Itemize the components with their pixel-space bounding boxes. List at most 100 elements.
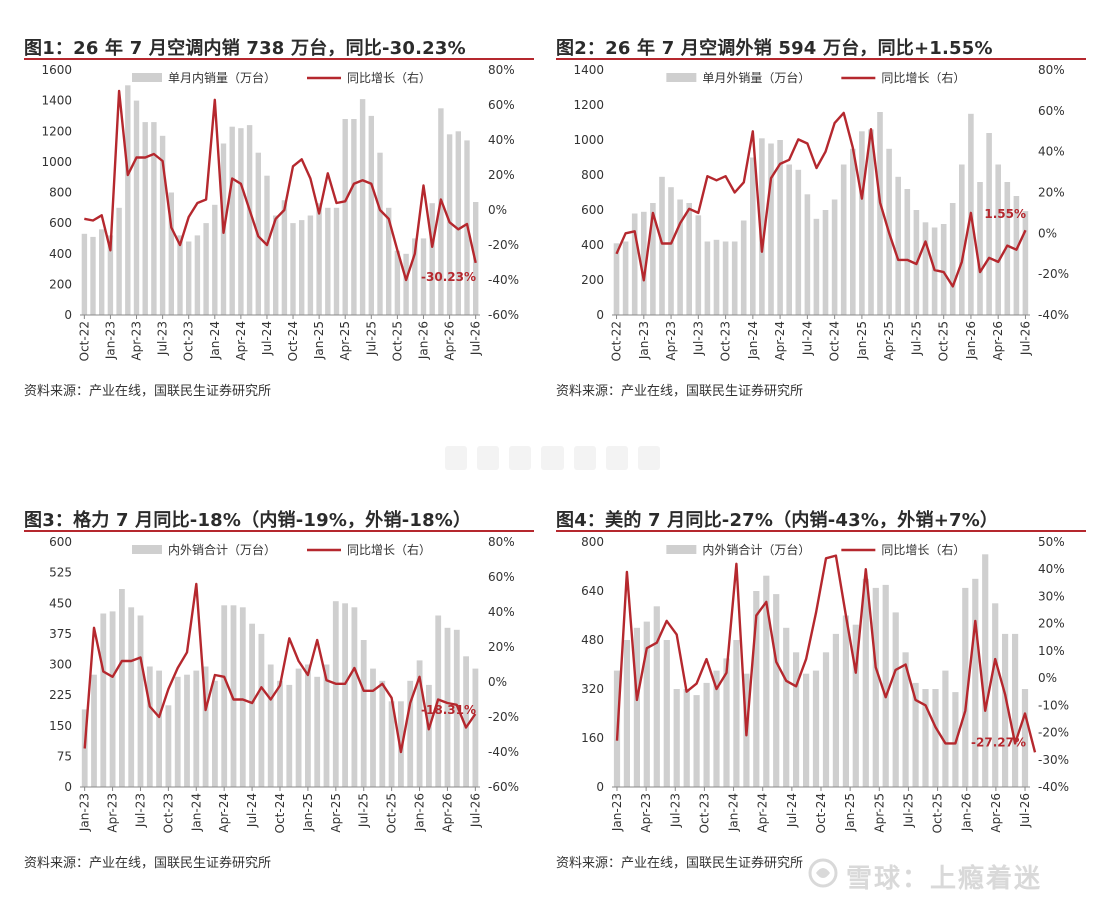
bar xyxy=(342,119,348,315)
bar xyxy=(668,187,674,315)
bar xyxy=(212,680,218,787)
y-left-tick-label: 150 xyxy=(49,719,72,733)
bar xyxy=(133,100,140,315)
y-right-tick-label: 0% xyxy=(1038,671,1057,685)
x-tick-label: Oct-24 xyxy=(286,321,300,361)
x-tick-label: Apr-23 xyxy=(130,321,144,361)
bar xyxy=(273,215,279,315)
y-right-tick-label: 80% xyxy=(488,63,515,77)
bar xyxy=(932,689,939,787)
growth-line xyxy=(615,111,1027,288)
bar xyxy=(156,670,162,787)
legend-bar-swatch xyxy=(132,545,162,554)
bar xyxy=(822,210,829,315)
y-left-tick-label: 0 xyxy=(596,308,604,322)
bar xyxy=(713,670,720,787)
bar xyxy=(90,236,96,315)
x-tick-label: Oct-24 xyxy=(814,793,828,833)
y-right-tick-label: 30% xyxy=(1038,589,1065,603)
y-left-tick-label: 1400 xyxy=(573,63,604,77)
x-tick-label: Oct-24 xyxy=(828,321,842,361)
legend-line-label: 同比增长（右） xyxy=(347,70,431,85)
legend-line-label: 同比增长（右） xyxy=(881,70,965,85)
bar xyxy=(370,668,376,787)
bar xyxy=(922,222,929,316)
bar xyxy=(325,207,331,315)
y-left-tick-label: 800 xyxy=(49,186,72,200)
bar xyxy=(663,640,670,787)
bar xyxy=(368,115,374,316)
x-tick-label: Jul-26 xyxy=(1018,793,1032,828)
bar xyxy=(641,211,647,316)
bar xyxy=(904,189,911,315)
bar xyxy=(972,578,979,788)
y-right-tick-label: 20% xyxy=(1038,186,1065,200)
y-left-tick-label: 525 xyxy=(49,566,72,580)
bar xyxy=(277,680,283,787)
legend-bar-label: 内外销合计（万台） xyxy=(702,542,810,557)
x-tick-label: Jul-24 xyxy=(785,793,799,828)
bar xyxy=(168,192,174,315)
annotation-label: -30.23% xyxy=(421,270,476,284)
source-note: 资料来源：产业在线，国联民生证券研究所 xyxy=(556,856,804,871)
bar xyxy=(1013,196,1020,315)
bar xyxy=(316,203,322,315)
chart-svg-3: 0 75 150 225 300 375 450 525 600 -60% -40% -20% 0% 20… xyxy=(49,535,519,833)
growth-line xyxy=(83,582,477,754)
chart-svg-4: 0 160 320 480 640 800 -40% -30% -20% -10% 0% 10% 20%… xyxy=(581,535,1069,833)
bar xyxy=(230,605,237,787)
x-tick-label: Jan-25 xyxy=(312,321,326,360)
x-tick-label: Jan-23 xyxy=(78,793,92,832)
bar xyxy=(959,164,965,315)
y-left-tick-label: 300 xyxy=(49,658,72,672)
bar xyxy=(359,99,366,315)
y-right-tick-label: -20% xyxy=(1038,726,1069,740)
x-tick-label: Apr-24 xyxy=(217,793,231,833)
bar xyxy=(453,629,460,787)
bar xyxy=(868,129,874,315)
bar xyxy=(703,682,710,787)
bar xyxy=(813,218,820,316)
snowball-logo-icon xyxy=(808,858,838,888)
bar xyxy=(377,152,383,315)
y-right-tick-label: 40% xyxy=(488,605,515,619)
y-left-tick-label: 1000 xyxy=(41,155,72,169)
bar xyxy=(786,164,792,315)
bar xyxy=(184,674,190,787)
bar xyxy=(613,243,620,316)
x-tick-label: Jan-26 xyxy=(964,321,978,360)
bar xyxy=(81,233,88,315)
x-tick-label: Jul-26 xyxy=(1018,321,1032,356)
y-right-tick-label: 0% xyxy=(488,675,507,689)
chart-title: 图1：26 年 7 月空调内销 738 万台，同比-30.23% xyxy=(24,38,466,59)
x-tick-label: Jul-25 xyxy=(364,321,378,356)
bar xyxy=(795,169,802,316)
bar xyxy=(100,613,107,787)
legend-bar-swatch xyxy=(666,545,697,554)
bar xyxy=(142,122,148,315)
chart-title: 图4：美的 7 月同比-27%（内销-43%，外销+7%） xyxy=(556,510,999,531)
bar xyxy=(902,652,909,788)
bar xyxy=(295,668,302,787)
bar-series xyxy=(81,589,479,788)
x-tick-label: Jul-25 xyxy=(901,793,915,828)
chart-panel-2: 图2：26 年 7 月空调外销 594 万台，同比+1.55% 0 200 400 6… xyxy=(556,34,1086,404)
y-left-tick-label: 0 xyxy=(64,308,72,322)
y-left-tick-label: 1000 xyxy=(573,133,604,147)
x-tick-label: Apr-26 xyxy=(443,321,457,361)
y-right-tick-label: 40% xyxy=(488,133,515,147)
x-tick-label: Apr-26 xyxy=(989,793,1003,833)
bar xyxy=(221,605,228,787)
y-right-tick-label: 40% xyxy=(1038,145,1065,159)
x-tick-label: Jul-26 xyxy=(469,321,483,356)
bar xyxy=(351,607,358,787)
bar xyxy=(773,594,780,787)
bar xyxy=(119,589,125,787)
y-right-tick-label: 80% xyxy=(1038,63,1065,77)
bar xyxy=(159,135,166,315)
bar xyxy=(286,684,293,787)
bar xyxy=(842,615,849,787)
bar xyxy=(305,664,311,787)
bar xyxy=(174,676,181,788)
x-tick-label: Oct-25 xyxy=(937,321,951,361)
